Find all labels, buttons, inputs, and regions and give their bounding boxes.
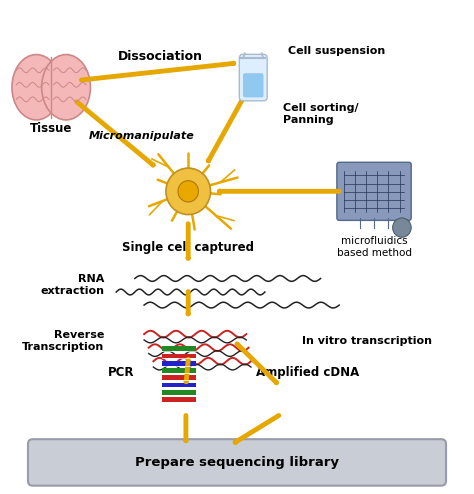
Text: Micromanipulate: Micromanipulate	[88, 130, 194, 141]
Text: Cell suspension: Cell suspension	[288, 46, 385, 56]
FancyBboxPatch shape	[243, 73, 264, 97]
Text: Cell sorting/
Panning: Cell sorting/ Panning	[283, 103, 359, 124]
FancyBboxPatch shape	[162, 397, 196, 402]
Text: Dissociation: Dissociation	[118, 50, 203, 63]
Text: PCR: PCR	[108, 367, 135, 379]
Ellipse shape	[12, 54, 61, 120]
FancyBboxPatch shape	[162, 368, 196, 373]
FancyBboxPatch shape	[162, 361, 196, 366]
Ellipse shape	[42, 54, 91, 120]
FancyBboxPatch shape	[28, 439, 446, 486]
Text: In vitro transcription: In vitro transcription	[302, 336, 432, 346]
Text: Tissue: Tissue	[30, 122, 73, 135]
Text: Prepare sequencing library: Prepare sequencing library	[135, 456, 339, 469]
FancyBboxPatch shape	[162, 346, 196, 351]
FancyBboxPatch shape	[239, 54, 267, 101]
Circle shape	[392, 218, 411, 237]
FancyBboxPatch shape	[162, 390, 196, 395]
FancyBboxPatch shape	[162, 375, 196, 380]
Text: Reverse
Transcription: Reverse Transcription	[22, 330, 105, 352]
FancyBboxPatch shape	[337, 163, 411, 220]
Text: RNA
extraction: RNA extraction	[41, 275, 105, 296]
Circle shape	[166, 168, 210, 214]
Text: Single cell captured: Single cell captured	[122, 241, 254, 253]
FancyBboxPatch shape	[162, 354, 196, 358]
Text: Amplified cDNA: Amplified cDNA	[255, 367, 359, 379]
Circle shape	[178, 181, 199, 202]
FancyBboxPatch shape	[162, 383, 196, 387]
Text: microfluidics
based method: microfluidics based method	[337, 236, 411, 258]
